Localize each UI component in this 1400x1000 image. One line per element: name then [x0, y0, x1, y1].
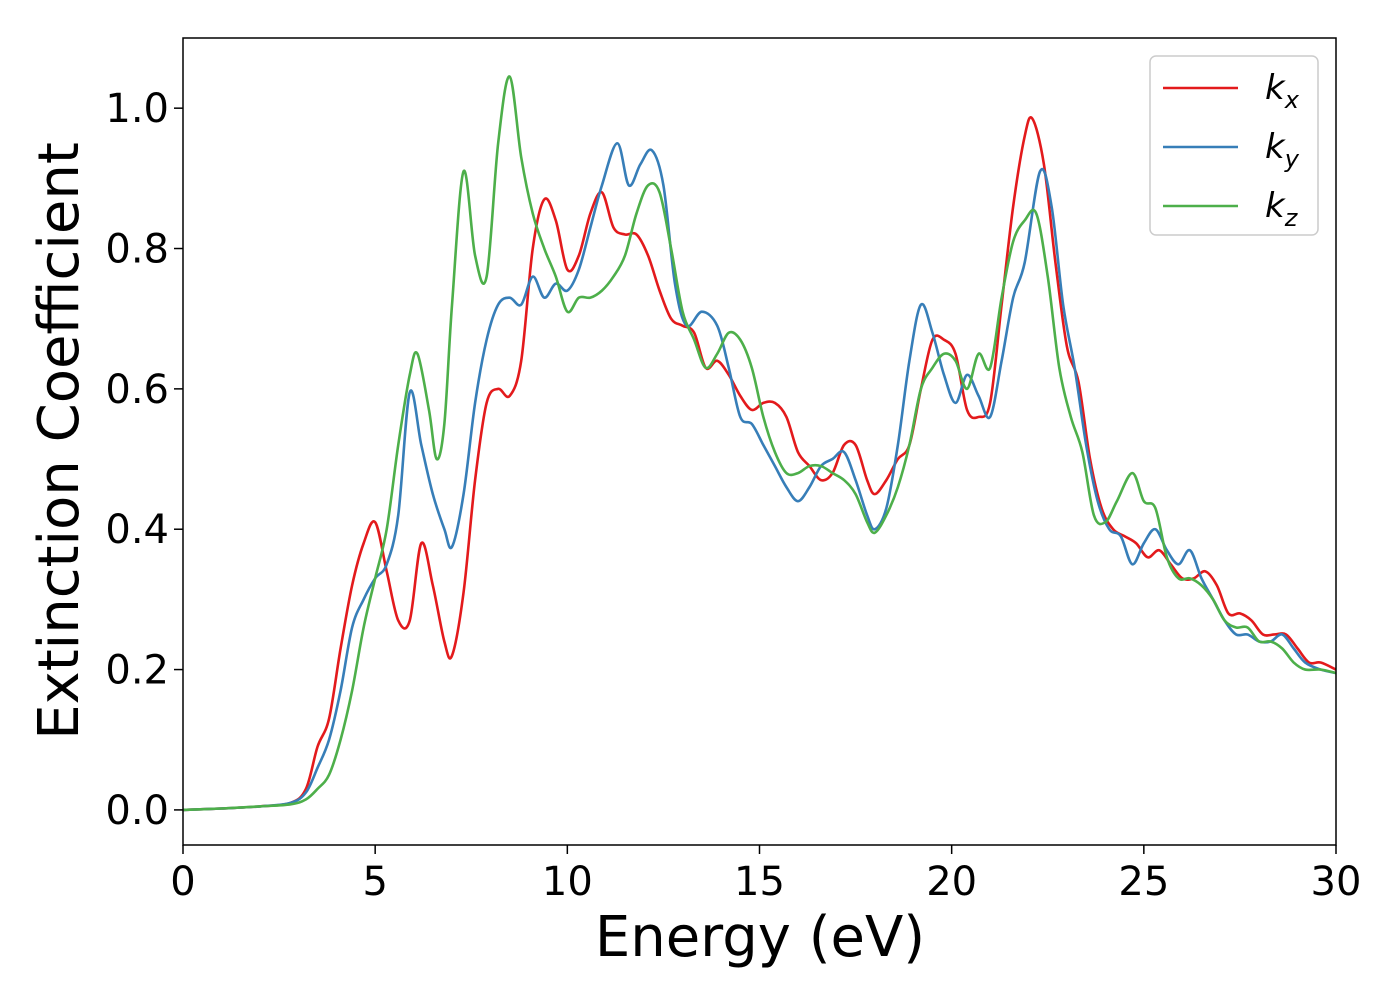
x-axis-title: Energy (eV)	[595, 905, 925, 970]
y-axis-title: Extinction Coefficient	[27, 142, 92, 740]
x-tick-label: 10	[542, 859, 593, 905]
legend-subscript: x	[1284, 86, 1300, 114]
y-tick-label: 0.2	[105, 648, 169, 694]
x-tick-label: 25	[1118, 859, 1169, 905]
x-tick-label: 0	[170, 859, 195, 905]
series-line-kx	[183, 116, 1336, 812]
series-line-kz	[183, 75, 1336, 812]
y-tick-label: 0.6	[105, 367, 169, 413]
legend-subscript: z	[1284, 204, 1299, 232]
y-tick-label: 0.0	[105, 788, 169, 834]
x-axis: 0 5 10 15 20 25 30	[170, 845, 1361, 905]
x-tick-label: 20	[926, 859, 977, 905]
legend-subscript: y	[1284, 145, 1300, 173]
series-line-ky	[183, 141, 1336, 812]
x-tick-label: 30	[1311, 859, 1362, 905]
x-tick-label: 5	[362, 859, 387, 905]
y-tick-label: 1.0	[105, 86, 169, 132]
series-layer	[183, 75, 1336, 812]
x-tick-label: 15	[734, 859, 785, 905]
y-tick-label: 0.8	[105, 227, 169, 273]
y-tick-label: 0.4	[105, 507, 169, 553]
y-axis: 0.0 0.2 0.4 0.6 0.8 1.0	[105, 86, 183, 834]
legend-box	[1149, 55, 1319, 236]
